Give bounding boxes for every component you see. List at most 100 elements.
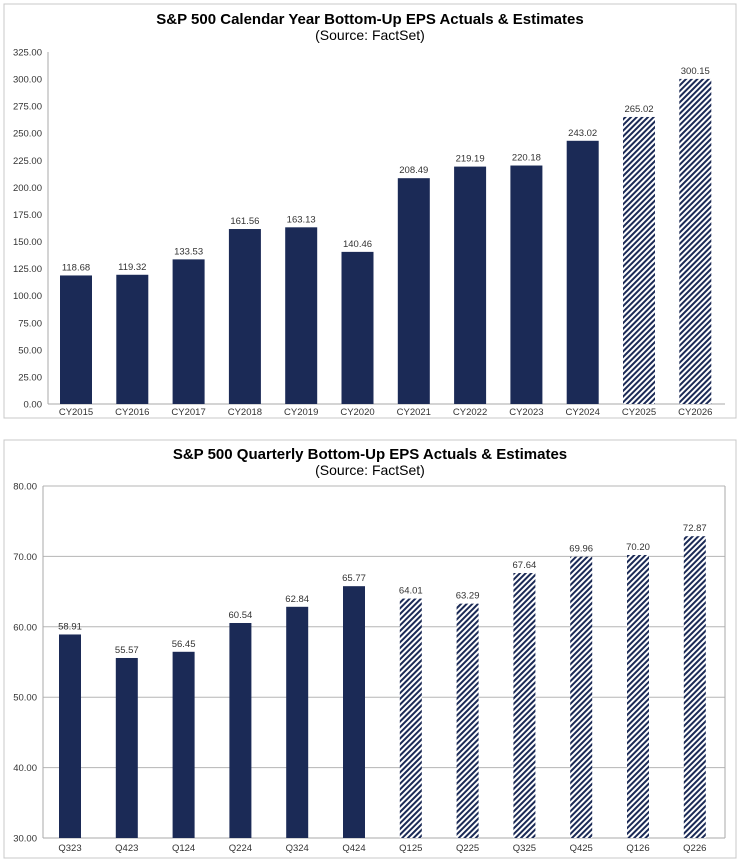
y-tick-label: 30.00 (13, 834, 37, 845)
y-tick-label: 40.00 (13, 763, 37, 774)
data-label: 69.96 (569, 544, 593, 555)
x-tick-label: Q124 (172, 843, 195, 854)
x-tick-label: CY2021 (397, 407, 431, 418)
y-tick-label: 70.00 (13, 552, 37, 563)
x-tick-label: CY2020 (340, 407, 374, 418)
x-tick-label: CY2024 (566, 407, 600, 418)
quarterly-plot: 30.00 40.00 50.00 60.00 70.00 80.00 58.91 Q323 5… (13, 482, 726, 854)
actual-bar (397, 178, 430, 404)
y-tick-label: 175.00 (13, 210, 42, 221)
y-tick-label: 275.00 (13, 102, 42, 113)
x-tick-label: CY2023 (509, 407, 543, 418)
data-label: 219.19 (456, 154, 485, 165)
actual-bar (343, 586, 365, 838)
x-tick-label: CY2025 (622, 407, 656, 418)
estimate-bar (627, 554, 649, 838)
quarterly-chart-frame (3, 439, 737, 859)
annual-chart: S&P 500 Calendar Year Bottom-Up EPS Actu… (3, 3, 737, 419)
x-tick-label: CY2016 (115, 407, 149, 418)
data-label: 300.15 (681, 66, 710, 77)
data-label: 118.68 (62, 262, 90, 273)
x-tick-label: Q424 (342, 843, 365, 854)
x-tick-label: Q425 (570, 843, 593, 854)
x-tick-label: CY2018 (228, 407, 262, 418)
actual-bar (172, 259, 205, 404)
x-tick-label: Q323 (58, 843, 81, 854)
annual-chart-subtitle: (Source: FactSet) (315, 27, 425, 43)
x-tick-label: Q224 (229, 843, 252, 854)
actual-bar (566, 140, 599, 404)
data-label: 243.02 (568, 128, 597, 139)
actual-bar (285, 227, 318, 404)
y-tick-label: 225.00 (13, 156, 42, 167)
estimate-bar (623, 116, 655, 404)
estimate-bar (399, 598, 422, 838)
estimate-bar (683, 536, 706, 838)
annual-plot: 0.00 25.00 50.00 75.00 100.00 125.00 150.00 175… (13, 48, 725, 418)
actual-bar (116, 274, 149, 404)
data-label: 208.49 (399, 165, 428, 176)
data-label: 55.57 (115, 645, 139, 656)
x-tick-label: CY2017 (171, 407, 205, 418)
x-tick-label: Q423 (115, 843, 138, 854)
actual-bar (229, 622, 252, 838)
actual-bar (510, 165, 543, 404)
estimate-bar (570, 556, 593, 838)
quarterly-chart: S&P 500 Quarterly Bottom-Up EPS Actuals … (3, 439, 737, 859)
x-tick-label: CY2022 (453, 407, 487, 418)
actual-bar (454, 166, 487, 404)
estimate-bar (456, 603, 479, 838)
data-label: 163.13 (287, 214, 316, 225)
estimate-bar (513, 573, 536, 838)
quarterly-chart-subtitle: (Source: FactSet) (315, 462, 425, 478)
x-tick-label: Q324 (286, 843, 309, 854)
x-tick-label: CY2026 (678, 407, 712, 418)
x-tick-label: Q225 (456, 843, 479, 854)
annual-chart-title: S&P 500 Calendar Year Bottom-Up EPS Actu… (156, 11, 583, 28)
y-tick-label: 250.00 (13, 129, 42, 140)
x-tick-label: Q126 (626, 843, 649, 854)
actual-bar (172, 651, 195, 838)
data-label: 58.91 (58, 621, 82, 632)
y-tick-label: 200.00 (13, 183, 42, 194)
estimate-bar (679, 78, 712, 404)
data-label: 72.87 (683, 523, 707, 534)
y-tick-label: 0.00 (24, 400, 43, 411)
y-tick-label: 125.00 (13, 264, 42, 275)
y-tick-label: 100.00 (13, 291, 42, 302)
y-tick-label: 60.00 (13, 622, 37, 633)
actual-bar (286, 606, 309, 838)
y-tick-label: 75.00 (18, 318, 42, 329)
actual-bar (60, 275, 92, 404)
quarterly-chart-title: S&P 500 Quarterly Bottom-Up EPS Actuals … (173, 446, 567, 463)
x-tick-label: Q226 (683, 843, 706, 854)
y-tick-label: 150.00 (13, 237, 42, 248)
x-tick-label: CY2019 (284, 407, 318, 418)
y-tick-label: 80.00 (13, 482, 37, 493)
data-label: 133.53 (174, 246, 203, 257)
y-tick-label: 325.00 (13, 48, 42, 59)
y-tick-label: 50.00 (18, 345, 42, 356)
data-label: 161.56 (230, 216, 259, 227)
x-tick-label: Q125 (399, 843, 422, 854)
actual-bar (341, 251, 374, 404)
x-tick-label: Q325 (513, 843, 536, 854)
data-label: 60.54 (229, 610, 253, 621)
data-label: 63.29 (456, 591, 480, 602)
data-label: 64.01 (399, 586, 423, 597)
y-tick-label: 50.00 (13, 693, 37, 704)
actual-bar (59, 634, 81, 838)
data-label: 65.77 (342, 573, 366, 584)
data-label: 265.02 (624, 104, 653, 115)
y-tick-label: 300.00 (13, 75, 42, 86)
x-tick-label: CY2015 (59, 407, 93, 418)
data-label: 70.20 (626, 542, 650, 553)
data-label: 119.32 (118, 262, 146, 273)
data-label: 220.18 (512, 153, 541, 164)
data-label: 140.46 (343, 239, 372, 250)
data-label: 67.64 (513, 560, 537, 571)
y-tick-label: 25.00 (18, 372, 42, 383)
data-label: 62.84 (285, 594, 309, 605)
actual-bar (228, 229, 261, 404)
